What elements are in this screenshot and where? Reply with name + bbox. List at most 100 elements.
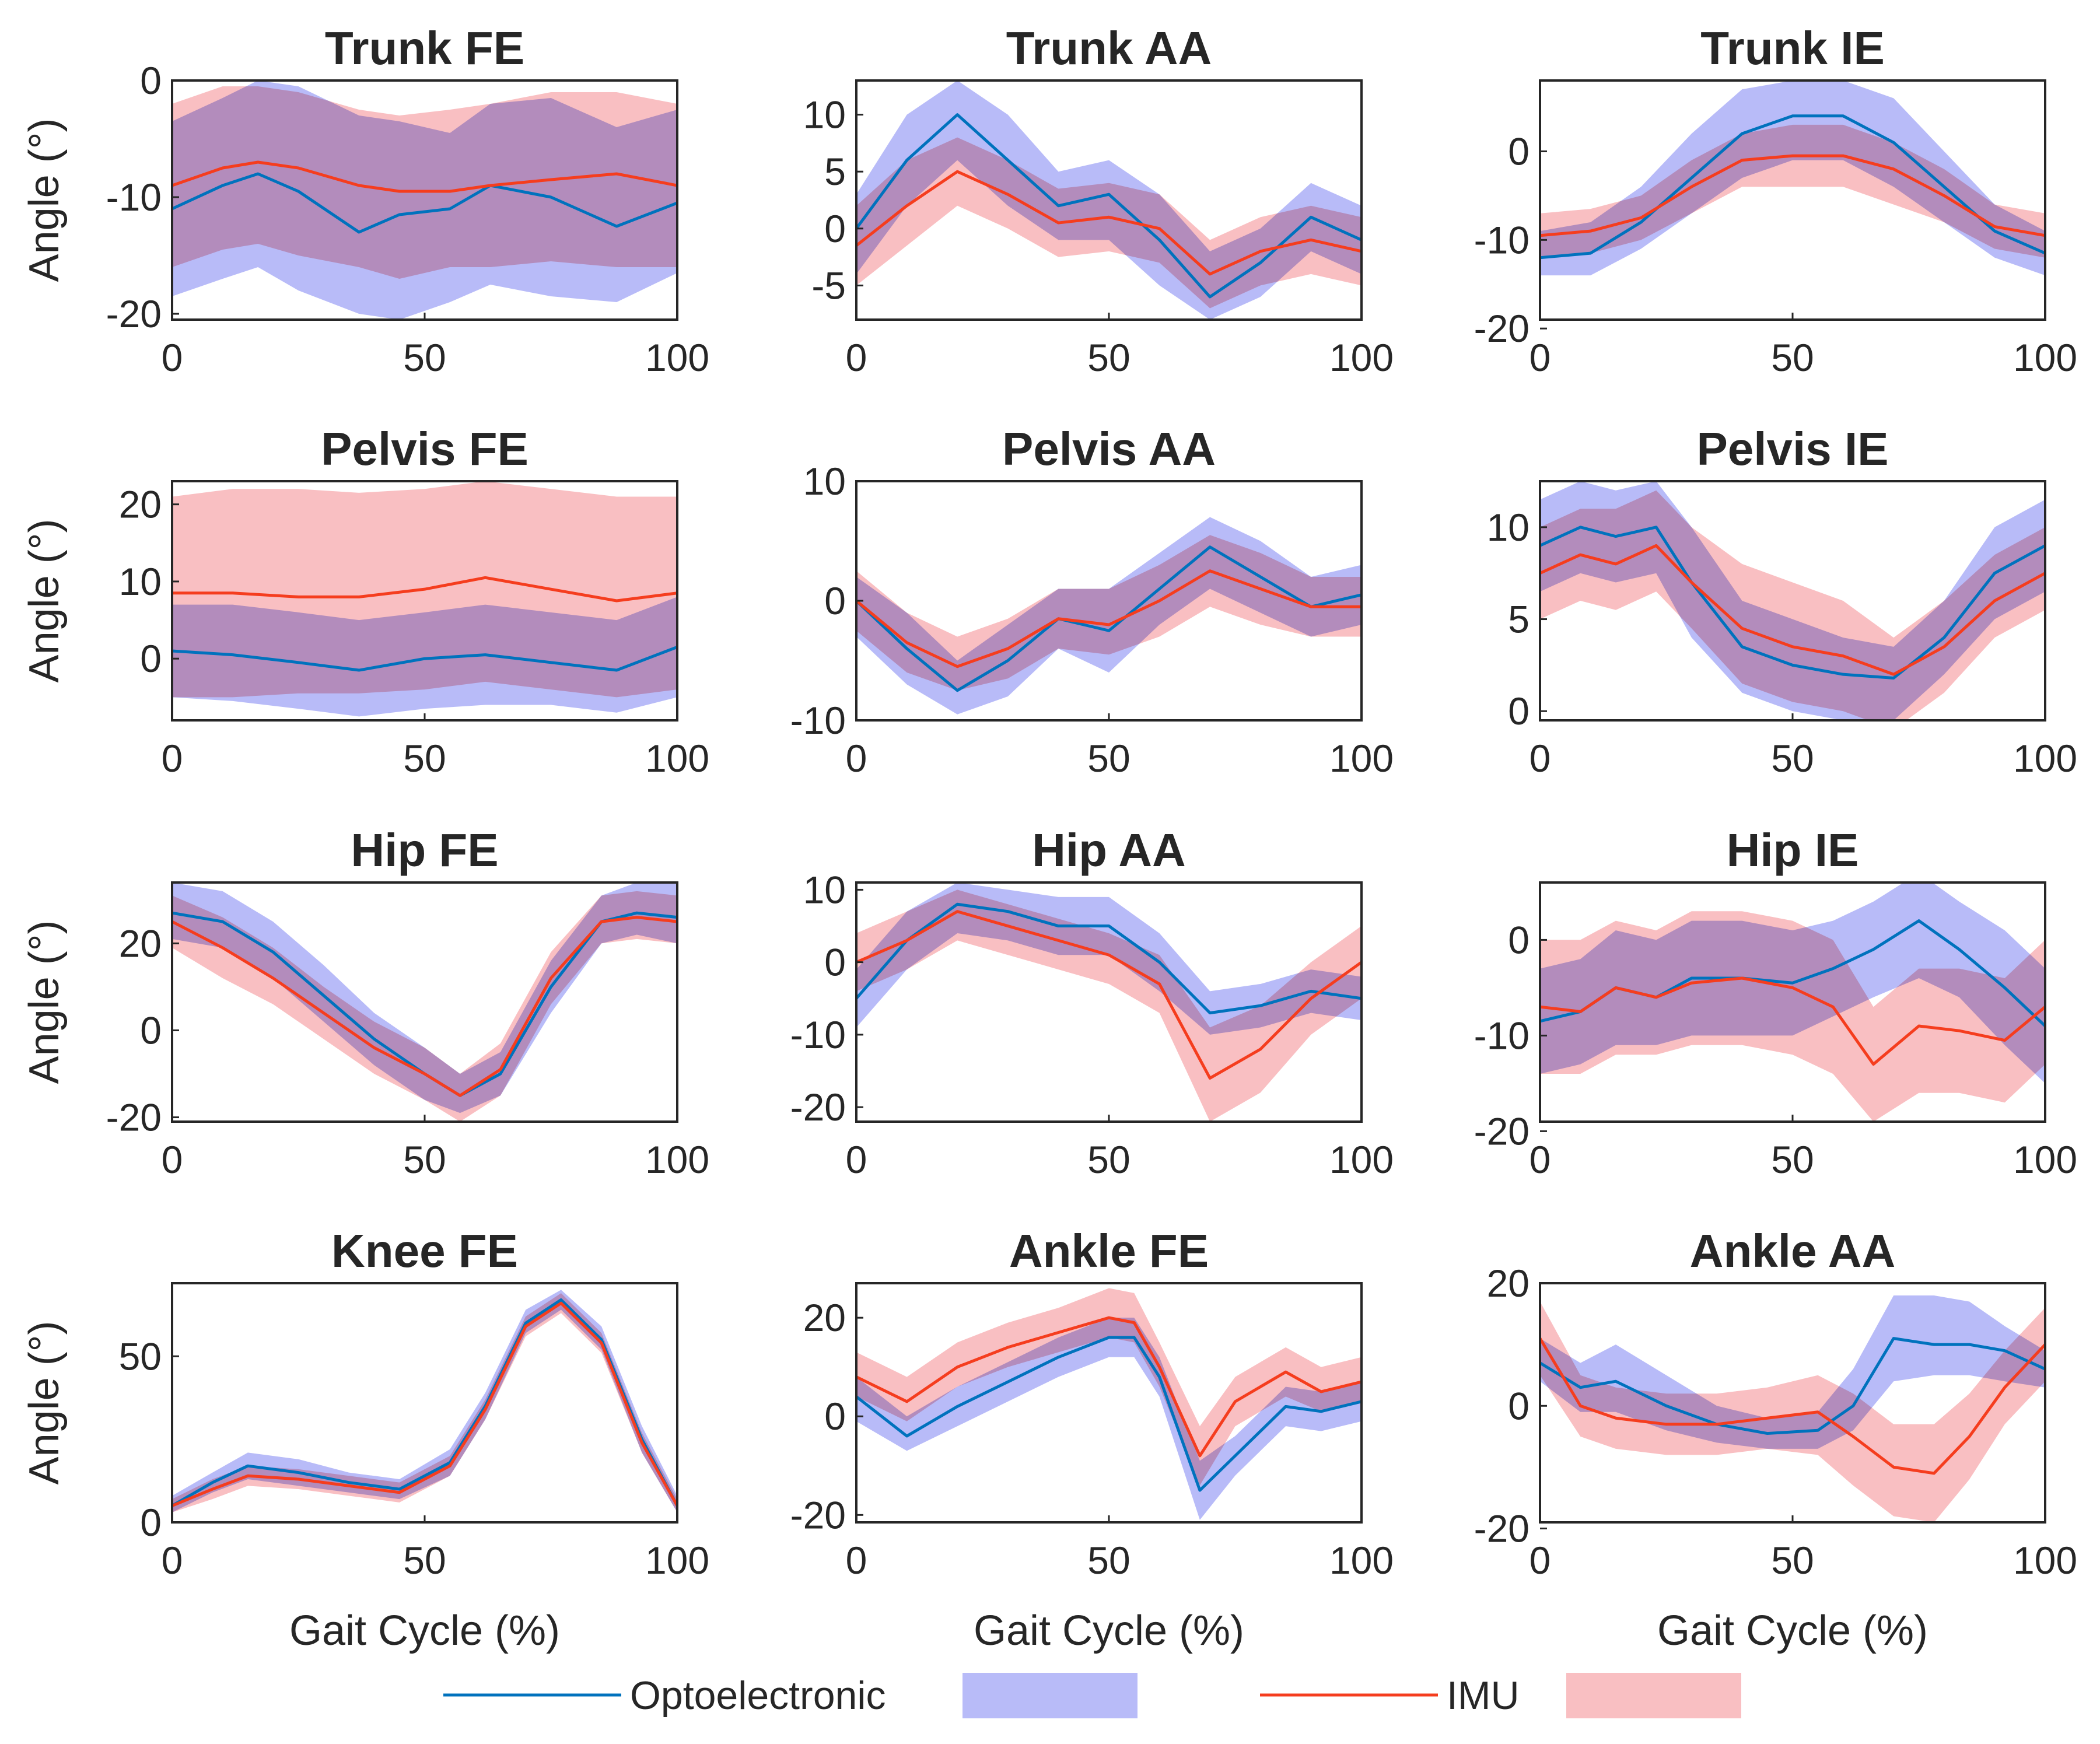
y-tick-label: -5 [811,264,846,307]
y-tick-label: 10 [803,93,846,136]
y-tick-label: -20 [1474,1109,1530,1153]
imu-line-trunk-aa [856,170,1362,276]
x-tick-label: 100 [645,737,709,780]
x-tick-label: 50 [1771,336,1814,379]
imu-line-trunk-fe [172,160,677,193]
x-tick-label: 50 [1087,737,1130,780]
y-axis-label: Angle (°) [21,519,68,683]
panel-title: Trunk IE [1700,22,1885,74]
x-axis-label: Gait Cycle (%) [1657,1608,1928,1654]
x-tick-label: 100 [1329,737,1394,780]
x-tick-label: 0 [1530,336,1551,379]
panel-trunk-fe: Trunk FE 0 50 100 0 -10 -20 Angle (°) [21,22,709,379]
x-tick-label: 100 [645,1539,709,1582]
y-tick-label: -10 [106,176,162,219]
x-tick-label: 0 [1530,1539,1551,1582]
y-tick-label: 10 [803,868,846,911]
y-tick-label: 0 [824,1395,846,1438]
opto-line-hip-aa [856,902,1362,1015]
opto-line-ankle-aa [1540,1337,2045,1435]
x-tick-label: 50 [403,737,446,780]
opto-line-pelvis-aa [856,545,1362,692]
y-axis-label: Angle (°) [21,1321,68,1485]
opto-band-ankle-fe [856,1318,1362,1520]
y-axis-label: Angle (°) [21,118,68,282]
imu-line-pelvis-fe [172,576,677,603]
x-tick-label: 0 [846,1138,867,1181]
panel-title: Pelvis AA [1002,423,1216,475]
y-tick-label: 0 [140,1008,162,1052]
x-tick-label: 100 [645,1138,709,1181]
y-tick-label: 0 [824,207,846,250]
x-tick-label: 100 [2013,1138,2077,1181]
x-tick-label: 0 [846,336,867,379]
imu-line-pelvis-ie [1540,544,2045,676]
y-tick-label: 20 [119,922,162,965]
opto-line-knee-fe [172,1298,677,1507]
x-tick-label: 100 [2013,1539,2077,1582]
x-tick-label: 50 [1087,336,1130,379]
x-tick-label: 50 [1771,737,1814,780]
x-tick-label: 100 [1329,1539,1394,1582]
y-tick-label: -10 [1474,1014,1530,1057]
panel-title: Pelvis IE [1696,423,1888,475]
panel-title: Trunk AA [1006,22,1212,74]
x-tick-label: 50 [403,336,446,379]
y-axis-label: Angle (°) [21,920,68,1084]
y-tick-label: 0 [140,1501,162,1544]
panel-hip-ie: Hip IE 0 50 100 0 -10 -20 [1474,824,2077,1181]
imu-line-hip-ie [1540,976,2045,1066]
panel-title: Hip FE [351,824,498,876]
x-axis-label: Gait Cycle (%) [974,1608,1244,1654]
x-axis-label: Gait Cycle (%) [289,1608,560,1654]
y-tick-label: 50 [119,1335,162,1378]
opto-line-pelvis-fe [172,646,677,672]
opto-line-pelvis-ie [1540,526,2045,680]
imu-band-trunk-aa [856,137,1362,309]
x-tick-label: 0 [1530,1138,1551,1181]
x-tick-label: 0 [846,737,867,780]
imu-line-pelvis-aa [856,569,1362,668]
y-tick-label: 10 [1487,506,1530,549]
imu-line-hip-aa [856,910,1362,1080]
x-tick-label: 100 [2013,737,2077,780]
y-tick-label: 5 [1508,598,1530,641]
y-tick-label: -20 [1474,307,1530,350]
y-tick-label: 0 [140,59,162,102]
y-tick-label: 0 [1508,1384,1530,1427]
opto-line-trunk-fe [172,172,677,234]
imu-line-trunk-ie [1540,154,2045,237]
x-tick-label: 100 [1329,336,1394,379]
y-tick-label: -20 [790,1493,846,1536]
x-tick-label: 100 [2013,336,2077,379]
imu-band-ankle-aa [1540,1301,2045,1522]
imu-band-hip-ie [1540,911,2045,1122]
y-tick-label: -20 [106,1096,162,1139]
x-tick-label: 0 [1530,737,1551,780]
y-tick-label: -10 [790,699,846,742]
legend-imu-band [1566,1673,1741,1718]
x-tick-label: 100 [1329,1138,1394,1181]
panel-title: Hip AA [1032,824,1186,876]
imu-line-ankle-aa [1540,1337,2045,1475]
imu-band-pelvis-ie [1540,490,2045,720]
x-tick-label: 0 [846,1539,867,1582]
legend-opto-band [963,1673,1138,1718]
panel-title: Knee FE [331,1225,518,1277]
y-tick-label: -10 [790,1013,846,1056]
y-tick-label: 20 [803,1296,846,1339]
opto-line-trunk-ie [1540,114,2045,260]
y-tick-label: 0 [1508,689,1530,733]
y-tick-label: 10 [119,560,162,603]
legend-opto-label: Optoelectronic [630,1673,886,1718]
imu-band-trunk-ie [1540,124,2045,258]
panel-title: Pelvis FE [321,423,528,475]
y-tick-label: 20 [1487,1262,1530,1305]
imu-band-pelvis-aa [856,535,1362,691]
x-tick-label: 50 [1087,1539,1130,1582]
